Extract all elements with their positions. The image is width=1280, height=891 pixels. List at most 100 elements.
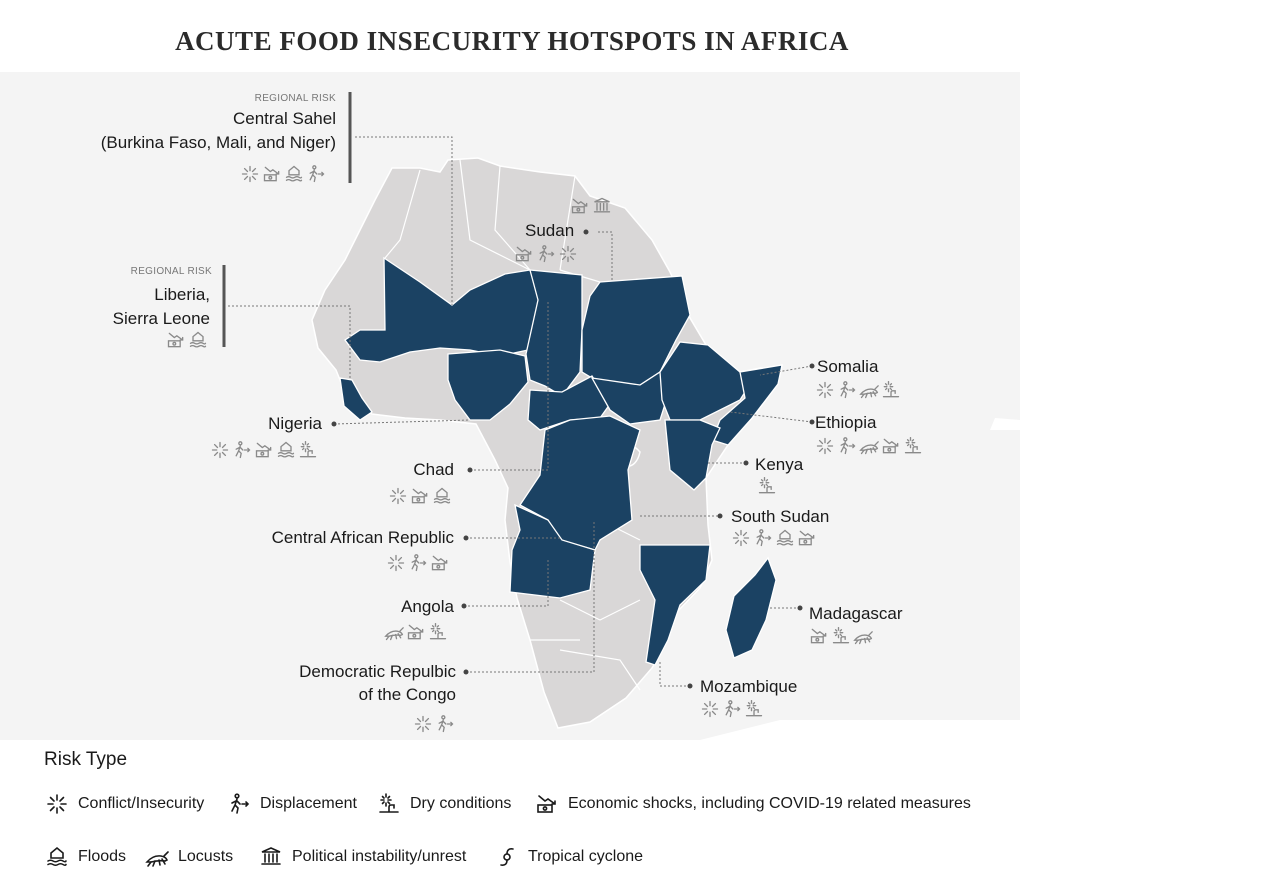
conflict-icon <box>701 700 719 718</box>
angola-icons <box>384 622 450 644</box>
floods-icon <box>277 441 295 458</box>
legend-cyclone-label: Tropical cyclone <box>528 848 644 865</box>
liberia-label-line1: Liberia, <box>154 285 210 304</box>
legend-economic: Economic shocks, including COVID-19 rela… <box>534 792 971 816</box>
liberia-label-line2: Sierra Leone <box>112 309 210 328</box>
locusts-icon <box>853 631 873 645</box>
economic-icon <box>571 198 588 214</box>
madagascar-icons <box>809 626 875 648</box>
ethiopia-label: Ethiopia <box>815 413 877 432</box>
sahel-regional-risk-tag: REGIONAL RISK <box>254 93 336 104</box>
cyclone-icon <box>500 848 514 866</box>
madagascar-region <box>725 556 777 659</box>
angola-region <box>509 503 596 599</box>
conflict-icon <box>414 715 432 733</box>
displacement-icon <box>756 529 772 547</box>
conflict-icon <box>387 554 405 572</box>
south-sudan-icons <box>731 528 819 550</box>
nigeria-region <box>447 349 529 421</box>
angola-label: Angola <box>401 597 454 616</box>
displacement-icon <box>231 793 250 814</box>
economic-icon <box>407 624 424 640</box>
south-sudan-region <box>590 371 669 425</box>
displacement-icon <box>438 715 454 733</box>
locusts-icon <box>145 851 169 867</box>
legend-displacement-label: Displacement <box>260 795 357 812</box>
economic-icon <box>263 166 280 182</box>
legend-locusts: Locusts <box>144 845 233 869</box>
locusts-icon <box>384 627 404 641</box>
legend-dry: Dry conditions <box>376 792 511 816</box>
map-title: ACUTE FOOD INSECURITY HOTSPOTS IN AFRICA <box>175 26 849 56</box>
displacement-icon <box>840 437 856 455</box>
economic-icon <box>167 332 184 348</box>
legend-title: Risk Type <box>44 749 128 770</box>
legend-floods-label: Floods <box>78 848 127 865</box>
mozambique-icons <box>700 699 766 721</box>
displacement-icon <box>840 381 856 399</box>
locusts-icon <box>859 441 879 455</box>
legend-floods: Floods <box>44 845 126 869</box>
chad-icons <box>388 486 454 508</box>
economic-icon <box>810 628 827 644</box>
displacement-icon <box>539 245 555 263</box>
kenya-icons <box>757 476 779 498</box>
economic-icon <box>798 530 815 546</box>
floods-icon <box>47 846 67 867</box>
economic-icon <box>537 795 556 813</box>
sahel-icons <box>240 164 328 186</box>
sudan-icons <box>514 244 580 266</box>
conflict-icon <box>389 487 407 505</box>
displacement-icon <box>411 554 427 572</box>
kenya-label: Kenya <box>755 455 804 474</box>
conflict-icon <box>211 441 229 459</box>
floods-icon <box>285 165 303 182</box>
conflict-icon <box>732 529 750 547</box>
economic-icon <box>515 246 532 262</box>
legend-dry-label: Dry conditions <box>410 795 512 812</box>
conflict-icon <box>241 165 259 183</box>
dry-icon <box>904 437 922 454</box>
displacement-icon <box>725 700 741 718</box>
political-icon <box>593 197 611 213</box>
north-africa-icons <box>570 196 614 218</box>
legend-conflict-label: Conflict/Insecurity <box>78 795 205 812</box>
legend-cyclone: Tropical cyclone <box>494 845 643 869</box>
mozambique-label: Mozambique <box>700 677 798 696</box>
floods-icon <box>189 331 207 348</box>
drc-label-line1: Democratic Repulbic <box>299 662 456 681</box>
economic-icon <box>431 555 448 571</box>
somalia-icons <box>815 380 903 402</box>
conflict-icon <box>816 437 834 455</box>
drc-region <box>519 415 641 551</box>
hotspot-regions <box>339 256 783 666</box>
liberia-region <box>339 377 373 421</box>
economic-icon <box>255 442 272 458</box>
somalia-region <box>711 364 783 446</box>
dry-icon <box>882 381 900 398</box>
ethiopia-icons <box>815 436 925 458</box>
floods-icon <box>776 529 794 546</box>
conflict-icon <box>816 381 834 399</box>
madagascar-label: Madagascar <box>809 604 903 623</box>
dry-icon <box>832 627 850 644</box>
legend-economic-label: Economic shocks, including COVID-19 rela… <box>568 795 971 812</box>
drc-icons <box>413 714 457 736</box>
legend-displacement: Displacement <box>226 792 357 816</box>
conflict-icon <box>559 245 577 263</box>
sahel-label-line1: Central Sahel <box>232 109 336 128</box>
liberia-regional-risk-tag: REGIONAL RISK <box>130 266 212 277</box>
legend-locusts-label: Locusts <box>178 848 234 865</box>
conflict-icon <box>47 794 67 814</box>
dry-icon <box>379 793 399 813</box>
south-sudan-label: South Sudan <box>731 507 830 526</box>
somalia-label: Somalia <box>817 357 879 376</box>
dry-icon <box>758 477 776 494</box>
dry-icon <box>745 700 763 717</box>
drc-label-line2: of the Congo <box>358 685 456 704</box>
political-icon <box>261 847 281 865</box>
locusts-icon <box>859 385 879 399</box>
sudan-label: Sudan <box>525 221 575 240</box>
dry-icon <box>299 441 317 458</box>
